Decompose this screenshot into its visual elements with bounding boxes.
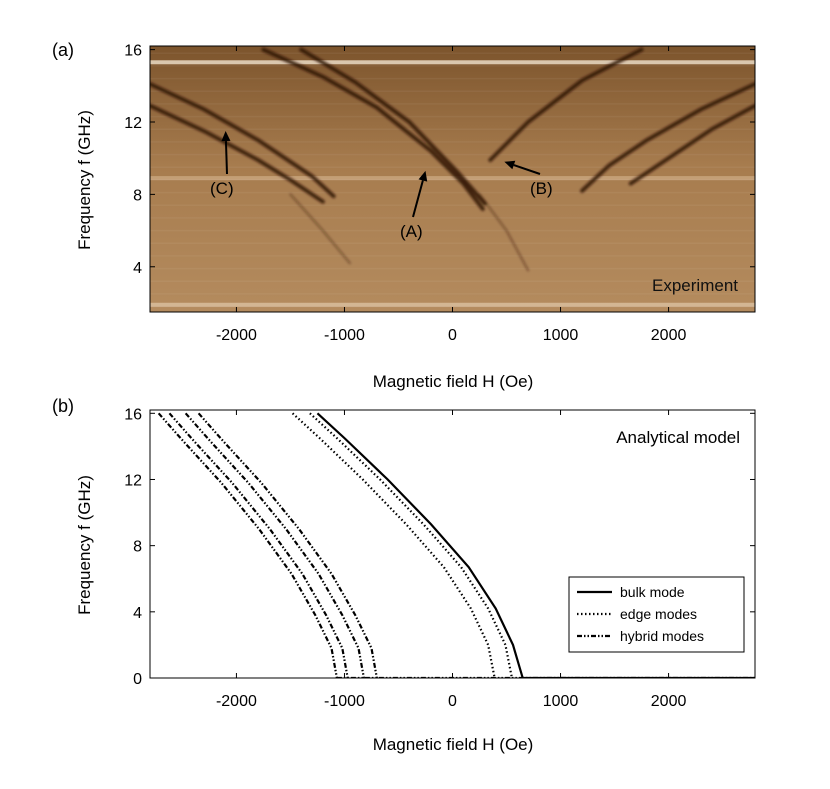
resonance-line (289, 193, 351, 265)
heatmap-band (150, 302, 755, 307)
resonance-line (488, 47, 644, 162)
panel-a-y-tick-label: 16 (124, 43, 142, 60)
panel-a-x-tick-label: -2000 (216, 327, 257, 344)
panel-a-y-tick-label: 12 (124, 115, 142, 132)
annotation-label: (C) (210, 179, 234, 198)
panel-a-label: (a) (52, 40, 74, 60)
annotation-arrow (513, 164, 541, 175)
dashdot-mode-curve (184, 412, 365, 678)
panel-b-x-tick-label: 2000 (651, 693, 687, 710)
panel-b-y-tick-label: 8 (133, 539, 142, 556)
resonance-line (150, 82, 336, 199)
panel-b: (b) -2000 -1000 0 1000 2000 0 4 8 12 16 Analytica… (52, 396, 756, 754)
legend-label: bulk mode (620, 584, 685, 600)
annotation-arrowhead (221, 131, 231, 142)
legend-label: edge modes (620, 606, 697, 622)
panel-b-y-tick-label: 4 (133, 605, 142, 622)
heatmap-band (150, 176, 755, 181)
resonance-line (261, 47, 485, 211)
panel-a-x-axis-label: Magnetic field H (Oe) (373, 372, 534, 391)
resonance-line (299, 47, 487, 206)
panel-b-inset-label: Analytical model (616, 428, 740, 447)
panel-b-label: (b) (52, 396, 74, 416)
panel-b-y-tick-label: 16 (124, 406, 142, 423)
panel-b-x-tick-label: -1000 (324, 693, 365, 710)
solid-mode-curve (316, 412, 755, 678)
annotation-arrowhead (418, 170, 428, 182)
panel-b-x-tick-label: 0 (448, 693, 457, 710)
legend: bulk mode edge modes hybrid modes (568, 576, 745, 653)
annotation-arrow (224, 141, 228, 175)
resonance-line (580, 82, 755, 193)
dashdot-mode-curve (157, 412, 338, 678)
panel-a-x-tick-label: 2000 (651, 327, 687, 344)
panel-a-x-tick-label: -1000 (324, 327, 365, 344)
dashdot-mode-curve (197, 412, 378, 678)
panel-b-x-tick-label: 1000 (543, 693, 579, 710)
panel-a-x-tick-label: 1000 (543, 327, 579, 344)
panel-a-inset-label: Experiment (652, 276, 738, 295)
panel-a-y-tick-label: 4 (133, 260, 142, 277)
annotation-label: (B) (530, 179, 553, 198)
panel-b-y-tick-label: 0 (133, 671, 142, 688)
annotation-arrow (412, 180, 424, 218)
legend-label: hybrid modes (620, 628, 704, 644)
dashdot-mode-curve (168, 412, 349, 678)
panel-b-x-tick-label: -2000 (216, 693, 257, 710)
panel-b-y-tick-label: 12 (124, 472, 142, 489)
heatmap-band (150, 60, 755, 65)
resonance-line (150, 103, 325, 204)
panel-a-y-axis-label: Frequency f (GHz) (75, 110, 94, 250)
panel-a-y-tick-label: 8 (133, 187, 142, 204)
resonance-line (628, 103, 755, 186)
panel-b-y-axis-label: Frequency f (GHz) (75, 475, 94, 615)
panel-b-x-axis-label: Magnetic field H (Oe) (373, 735, 534, 754)
annotation-label: (A) (400, 222, 423, 241)
panel-a-x-tick-label: 0 (448, 327, 457, 344)
resonance-line (478, 193, 530, 272)
annotation-arrowhead (504, 160, 516, 170)
panel-a: (a) -2000 -1000 0 1000 2000 4 8 12 16 Experiment… (52, 40, 756, 391)
